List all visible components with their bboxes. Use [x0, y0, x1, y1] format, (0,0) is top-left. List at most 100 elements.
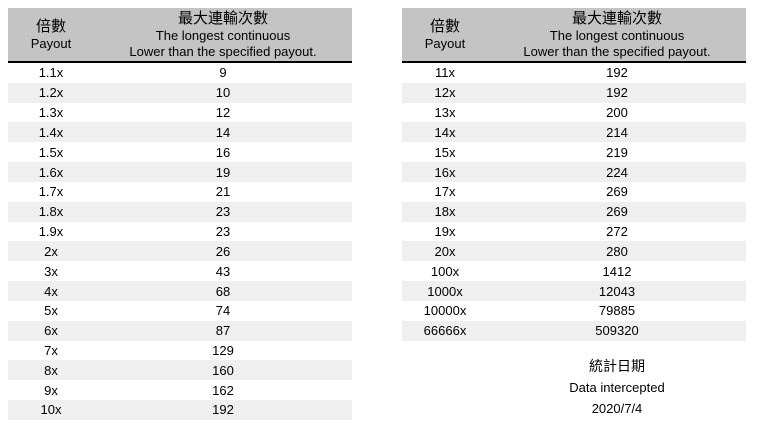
table-row: 1.1x 9 — [8, 63, 352, 83]
table-header: 倍數 Payout 最大連輸次數 The longest continuous … — [8, 8, 352, 63]
payout-cell: 11x — [435, 65, 455, 81]
streak-cell: 12 — [215, 105, 231, 121]
streak-cell: 214 — [606, 124, 628, 140]
table-row: 5x 74 — [8, 301, 352, 321]
streak-cell: 160 — [212, 362, 234, 378]
streak-cell: 68 — [215, 283, 231, 299]
payout-cell: 13x — [434, 105, 456, 121]
streak-column-header-zh: 最大連輸次數 — [177, 10, 268, 27]
table-row: 19x 272 — [402, 222, 746, 242]
table-row: 1.8x 23 — [8, 201, 352, 222]
table-row: 1.9x 23 — [8, 222, 352, 242]
payout-cell: 1.4x — [38, 124, 64, 140]
footer-title-en: Data intercepted — [569, 380, 665, 395]
table-row: 3x 43 — [8, 261, 352, 281]
table-row: 17x 269 — [402, 182, 746, 202]
payout-cell: 1.1x — [38, 65, 64, 81]
streak-cell: 192 — [606, 65, 628, 81]
table-row: 12x 192 — [402, 82, 746, 103]
payout-cell: 16x — [434, 164, 456, 180]
streak-cell: 280 — [606, 243, 628, 259]
streak-cell: 200 — [606, 105, 628, 121]
streak-cell: 26 — [215, 243, 231, 259]
table-row: 1.5x 16 — [8, 142, 352, 162]
payout-cell: 5x — [44, 303, 58, 319]
streak-column-header-en1: The longest continuous — [549, 28, 685, 43]
table-row: 11x 192 — [402, 63, 746, 83]
payout-cell: 10x — [40, 402, 62, 418]
streak-cell: 1412 — [602, 263, 632, 279]
streak-column-header-en2: Lower than the specified payout. — [129, 44, 317, 59]
table-row: 18x 269 — [402, 201, 746, 222]
streak-cell: 21 — [215, 184, 231, 200]
streak-cell: 192 — [606, 85, 628, 101]
table-row: 9x 162 — [8, 380, 352, 400]
table-row: 10x 192 — [8, 400, 352, 420]
streak-cell: 192 — [212, 402, 234, 418]
payout-cell: 6x — [44, 323, 58, 339]
footer-note: 統計日期 Data intercepted 2020/7/4 — [488, 356, 746, 419]
streak-cell: 272 — [606, 224, 628, 240]
payout-column-header: 倍數 Payout — [402, 8, 488, 61]
payout-cell: 4x — [44, 283, 58, 299]
table-body: 11x 192 12x 192 13x 200 14x 214 15x 219 16x 224 17x 2… — [402, 63, 746, 341]
table-row: 1000x 12043 — [402, 281, 746, 301]
payout-cell: 100x — [430, 263, 460, 279]
streak-cell: 219 — [606, 144, 628, 160]
streak-column-header-en1: The longest continuous — [155, 28, 291, 43]
payout-cell: 17x — [434, 184, 456, 200]
payout-column-header: 倍數 Payout — [8, 8, 94, 61]
table-row: 16x 224 — [402, 162, 746, 182]
payout-cell: 2x — [44, 243, 58, 259]
payout-column-header-en: Payout — [30, 36, 72, 51]
payout-cell: 7x — [44, 343, 58, 358]
payout-cell: 1.9x — [38, 224, 64, 240]
payout-column-header-en: Payout — [424, 36, 466, 51]
payout-table-right: 倍數 Payout 最大連輸次數 The longest continuous … — [402, 8, 746, 341]
payout-cell: 1.5x — [38, 144, 64, 160]
streak-cell: 43 — [215, 263, 231, 279]
payout-cell: 66666x — [423, 323, 467, 339]
streak-cell: 23 — [215, 224, 231, 240]
payout-cell: 3x — [44, 263, 58, 279]
streak-column-header: 最大連輸次數 The longest continuous Lower than… — [94, 8, 352, 61]
streak-cell: 269 — [606, 204, 628, 220]
payout-cell: 18x — [434, 204, 456, 220]
table-row: 4x 68 — [8, 281, 352, 301]
table-row: 1.3x 12 — [8, 103, 352, 123]
table-row: 1.4x 14 — [8, 122, 352, 143]
payout-cell: 8x — [44, 362, 58, 378]
footer-date: 2020/7/4 — [591, 401, 643, 416]
payout-column-header-zh: 倍數 — [429, 18, 460, 35]
table-row: 1.2x 10 — [8, 82, 352, 103]
payout-column-header-zh: 倍數 — [35, 18, 66, 35]
table-row: 7x 129 — [8, 341, 352, 361]
table-row: 10000x 79885 — [402, 301, 746, 321]
payout-cell: 14x — [434, 124, 456, 140]
streak-cell: 87 — [215, 323, 231, 339]
streak-cell: 224 — [606, 164, 628, 180]
streak-cell: 269 — [606, 184, 628, 200]
table-row: 66666x 509320 — [402, 320, 746, 341]
payout-cell: 12x — [434, 85, 456, 101]
payout-table-left: 倍數 Payout 最大連輸次數 The longest continuous … — [8, 8, 352, 420]
table-row: 1.7x 21 — [8, 182, 352, 202]
streak-cell: 79885 — [598, 303, 636, 319]
footer-title-zh: 統計日期 — [589, 358, 645, 374]
table-row: 1.6x 19 — [8, 162, 352, 182]
table-header: 倍數 Payout 最大連輸次數 The longest continuous … — [402, 8, 746, 63]
streak-cell: 9 — [219, 65, 227, 81]
streak-cell: 23 — [215, 204, 231, 220]
streak-cell: 16 — [215, 144, 231, 160]
table-row: 15x 219 — [402, 142, 746, 162]
payout-cell: 20x — [434, 243, 456, 259]
streak-cell: 74 — [215, 303, 231, 319]
payout-cell: 1.8x — [38, 204, 64, 220]
table-row: 6x 87 — [8, 320, 352, 341]
payout-cell: 1.3x — [38, 105, 64, 121]
payout-cell: 1.6x — [38, 164, 64, 180]
table-row: 20x 280 — [402, 241, 746, 262]
payout-cell: 1000x — [427, 283, 463, 299]
table-row: 13x 200 — [402, 103, 746, 123]
